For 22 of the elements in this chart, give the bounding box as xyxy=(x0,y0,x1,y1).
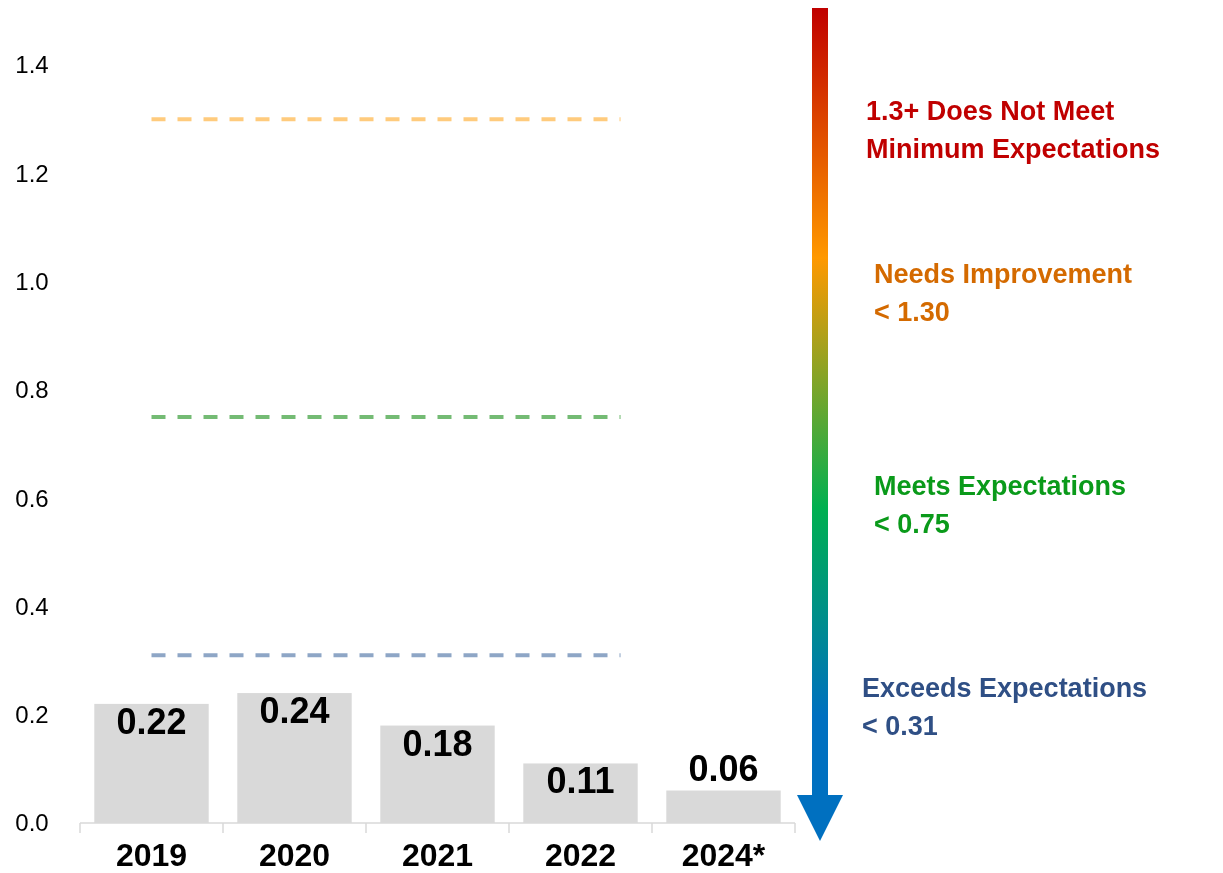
x-tick-label: 2019 xyxy=(115,837,188,873)
text: Meets Expectations < 0.75 xyxy=(874,471,1127,539)
y-tick-label: 0.0 xyxy=(15,809,49,837)
y-tick-label: 0.2 xyxy=(15,701,49,729)
data-label: 0.11 xyxy=(546,760,615,802)
y-tick-label: 1.4 xyxy=(15,51,49,79)
data-label: 0.24 xyxy=(259,690,330,732)
x-tick-label: 2022 xyxy=(544,837,617,873)
data-label: 0.06 xyxy=(688,747,759,789)
y-tick-label: 0.6 xyxy=(15,484,49,512)
text: 1.3+ Does Not Meet Minimum Expectations xyxy=(866,96,1161,164)
data-label: 0.18 xyxy=(402,722,473,764)
x-tick-label: 2021 xyxy=(401,837,474,873)
y-tick-label: 1.0 xyxy=(15,267,49,295)
y-tick-label: 1.2 xyxy=(15,159,49,187)
y-tick-label: 0.8 xyxy=(15,376,49,404)
y-tick-label: 0.4 xyxy=(15,592,49,620)
text: Needs Improvement < 1.30 xyxy=(874,259,1133,327)
x-tick-label: 2024* xyxy=(681,837,766,873)
data-label: 0.22 xyxy=(116,700,187,742)
x-tick-label: 2020 xyxy=(258,837,331,873)
text: Exceeds Expectations < 0.31 xyxy=(862,673,1148,741)
